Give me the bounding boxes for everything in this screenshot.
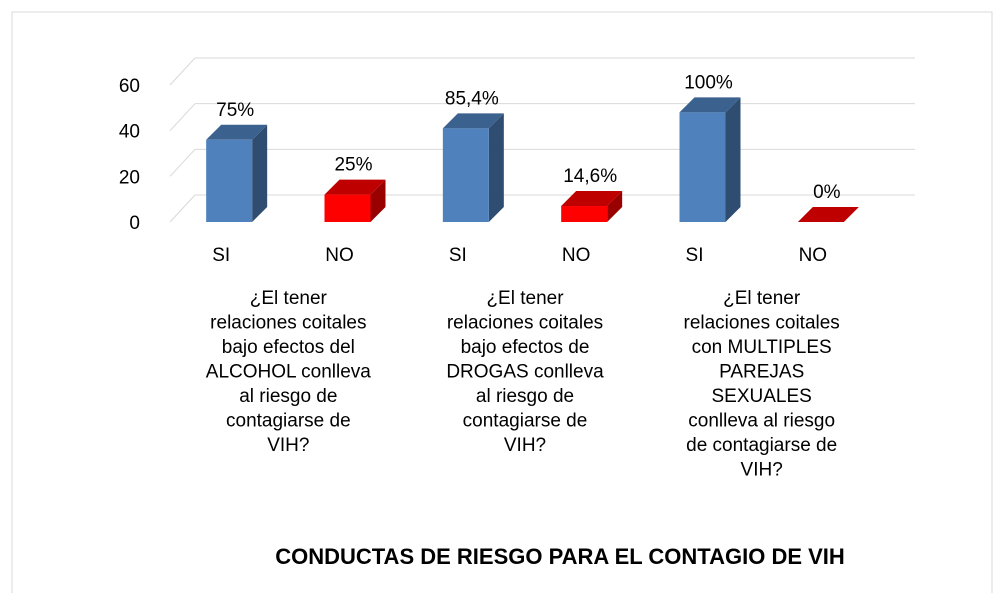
group-label: relaciones coitales: [447, 313, 603, 334]
x-tick-label: NO: [562, 245, 591, 266]
bar-side: [607, 191, 623, 222]
bar-top: [679, 97, 741, 113]
group-label: relaciones coitales: [210, 313, 366, 334]
bar-front: [206, 139, 253, 222]
bar-top: [561, 191, 623, 207]
group-label: contagiarse de: [226, 411, 351, 432]
bar-front: [561, 206, 608, 222]
value-label: 75%: [216, 100, 254, 121]
bar: [324, 179, 386, 222]
group-label: ALCOHOL conlleva: [206, 362, 372, 383]
group-label: SEXUALES: [712, 386, 812, 407]
y-tick-label: 40: [119, 122, 140, 143]
value-label: 85,4%: [445, 88, 499, 109]
group-label: con MULTIPLES: [692, 337, 832, 358]
bar: [561, 191, 623, 222]
bar-top: [324, 179, 386, 195]
bar-side: [488, 113, 504, 222]
grid-line-depth: [169, 148, 196, 177]
bar-side: [725, 97, 741, 222]
bar-top: [442, 113, 504, 129]
value-label: 14,6%: [563, 166, 617, 187]
group-label: VIH?: [267, 435, 309, 456]
group-label: bajo efectos de: [461, 337, 590, 358]
bar: [206, 124, 268, 222]
bar: [797, 207, 859, 222]
group-label: bajo efectos del: [222, 337, 355, 358]
bar-top: [206, 124, 268, 140]
bar-front: [442, 128, 489, 222]
group-label: conlleva al riesgo: [688, 411, 835, 432]
group-label: al riesgo de: [239, 386, 337, 407]
group-label: VIH?: [741, 460, 783, 481]
group-label: ¿El tener: [486, 288, 564, 309]
x-tick-label: NO: [799, 245, 828, 266]
group-label: contagiarse de: [463, 411, 588, 432]
y-tick-label: 0: [129, 213, 140, 234]
value-label: 100%: [684, 72, 733, 93]
x-tick-label: SI: [686, 245, 704, 266]
grid-line-depth: [169, 194, 196, 223]
group-label: PAREJAS: [719, 362, 804, 383]
bar-top: [797, 207, 859, 222]
x-tick-label: SI: [212, 245, 230, 266]
group-label: ¿El tener: [250, 288, 328, 309]
group-label: al riesgo de: [476, 386, 574, 407]
grid-line-depth: [169, 57, 196, 86]
value-label: 25%: [334, 155, 372, 176]
bar-side: [370, 179, 386, 222]
group-label: DROGAS conlleva: [446, 362, 604, 383]
chart-title: CONDUCTAS DE RIESGO PARA EL CONTAGIO DE …: [275, 544, 845, 569]
y-tick-label: 60: [119, 76, 140, 97]
group-label: de contagiarse de: [686, 435, 837, 456]
group-label: ¿El tener: [723, 288, 801, 309]
y-tick-label: 20: [119, 167, 140, 188]
group-label: relaciones coitales: [684, 313, 840, 334]
bar-front: [679, 112, 726, 222]
bar-front: [324, 194, 371, 222]
bar: [442, 113, 504, 222]
group-label: VIH?: [504, 435, 546, 456]
x-tick-label: SI: [449, 245, 467, 266]
grid-line-depth: [169, 103, 196, 132]
bar: [679, 97, 741, 222]
bar-side: [252, 124, 268, 222]
x-tick-label: NO: [325, 245, 354, 266]
chart-border: [11, 11, 993, 598]
value-label: 0%: [813, 182, 841, 203]
